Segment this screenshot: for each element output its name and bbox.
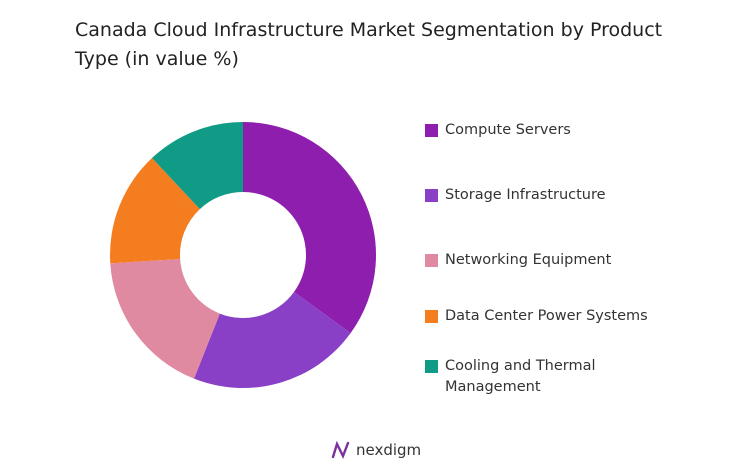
logo-icon xyxy=(331,440,350,459)
legend-item: Networking Equipment xyxy=(425,250,655,271)
legend-item: Cooling and Thermal Management xyxy=(425,356,655,398)
pie-slice xyxy=(109,158,200,264)
legend-swatch xyxy=(425,254,438,267)
pie-slice xyxy=(151,122,243,210)
legend-label: Networking Equipment xyxy=(445,252,612,268)
legend-item: Storage Infrastructure xyxy=(425,185,655,206)
legend-label: Data Center Power Systems xyxy=(445,308,648,324)
legend-swatch xyxy=(425,360,438,373)
legend-item: Data Center Power Systems xyxy=(425,306,655,327)
legend-swatch xyxy=(425,310,438,323)
legend-label: Cooling and Thermal Management xyxy=(445,358,596,395)
legend-item: Compute Servers xyxy=(425,120,655,141)
legend-label: Compute Servers xyxy=(445,122,571,138)
chart-title: Canada Cloud Infrastructure Market Segme… xyxy=(75,19,663,70)
pie-slice xyxy=(194,292,351,388)
legend-swatch xyxy=(425,124,438,137)
chart xyxy=(109,122,377,388)
footer: nexdigm xyxy=(330,440,421,460)
logo-text: nexdigm xyxy=(356,441,422,459)
legend-label: Storage Infrastructure xyxy=(445,187,606,203)
pie-slice xyxy=(110,258,220,379)
pie-slice xyxy=(243,122,377,334)
legend-swatch xyxy=(425,189,438,202)
